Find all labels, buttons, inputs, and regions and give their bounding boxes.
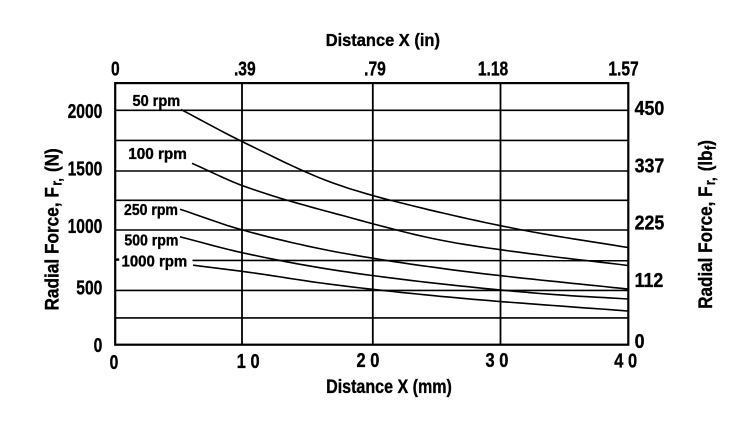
svg-text:0: 0 <box>111 58 120 80</box>
svg-text:50 rpm: 50 rpm <box>133 92 181 109</box>
svg-text:0: 0 <box>94 334 103 356</box>
svg-text:112: 112 <box>635 270 664 292</box>
svg-text:500: 500 <box>76 277 102 299</box>
svg-text:10: 10 <box>237 349 264 372</box>
svg-text:2000: 2000 <box>68 100 103 122</box>
svg-text:Distance X (in): Distance X (in) <box>326 29 440 50</box>
svg-text:1.18: 1.18 <box>478 58 508 80</box>
svg-text:.79: .79 <box>364 58 386 80</box>
svg-text:450: 450 <box>635 98 665 120</box>
svg-text:Radial Force, Fr, (N): Radial Force, Fr, (N) <box>40 148 65 310</box>
svg-text:500 rpm: 500 rpm <box>124 233 178 250</box>
svg-text:Distance X (mm): Distance X (mm) <box>326 376 452 398</box>
svg-text:Radial Force, Fr, (lbf): Radial Force, Fr, (lbf) <box>694 140 719 309</box>
svg-text:1.57: 1.57 <box>608 58 638 80</box>
svg-text:100 rpm: 100 rpm <box>128 146 187 163</box>
svg-text:1000: 1000 <box>68 215 103 237</box>
svg-text:0: 0 <box>635 331 645 353</box>
svg-text:20: 20 <box>357 349 384 372</box>
svg-text:250 rpm: 250 rpm <box>124 202 178 219</box>
svg-text:1000 rpm: 1000 rpm <box>122 253 188 270</box>
svg-text:30: 30 <box>486 348 513 371</box>
svg-text:225: 225 <box>635 212 665 234</box>
svg-text:1500: 1500 <box>68 158 103 180</box>
svg-text:0: 0 <box>110 351 119 373</box>
svg-text:.39: .39 <box>234 58 256 80</box>
svg-text:337: 337 <box>635 155 665 177</box>
